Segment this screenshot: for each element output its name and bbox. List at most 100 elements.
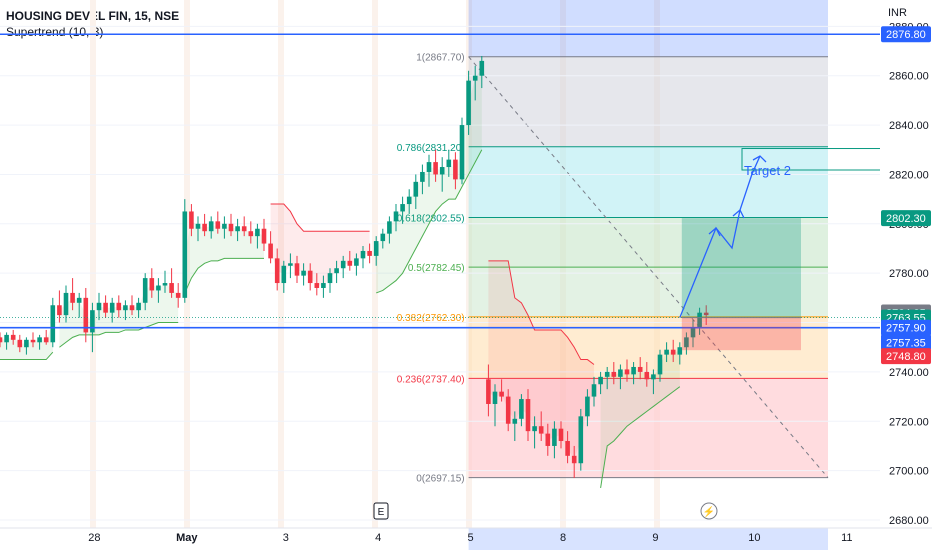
indicator-label[interactable]: Supertrend (10, 3) <box>6 25 104 39</box>
candle-body <box>4 334 9 343</box>
candle-body <box>175 292 181 298</box>
candle-body <box>519 399 524 419</box>
candle-body <box>538 426 544 434</box>
position-loss-zone[interactable] <box>681 317 801 351</box>
price-badge-value: 2757.35 <box>886 337 926 349</box>
candle-body <box>354 258 359 266</box>
candle-body <box>571 455 577 464</box>
supertrend-line <box>488 260 595 365</box>
candle-body <box>90 310 95 333</box>
supertrend-line <box>184 257 264 294</box>
price-badge-value: 2748.80 <box>886 351 926 363</box>
time-tick-label: 5 <box>468 532 474 544</box>
time-tick-label: May <box>176 532 198 544</box>
candle-body <box>50 305 56 343</box>
candle-body <box>228 223 234 232</box>
session-break-band <box>278 0 284 528</box>
candle-body <box>0 337 3 343</box>
price-badge-value: 2757.90 <box>886 323 926 335</box>
supertrend-fill <box>0 323 53 360</box>
candle-body <box>288 263 293 266</box>
fib-level-label: 0.618(2802.55) <box>397 214 465 225</box>
candle-body <box>420 171 425 182</box>
candle-body <box>598 376 603 385</box>
candle-body <box>327 273 333 284</box>
candlestick-series <box>0 55 709 479</box>
fib-level-label: 0(2697.15) <box>416 474 464 485</box>
candle-body <box>380 233 386 242</box>
candle-body <box>76 297 82 303</box>
candle-body <box>499 391 504 397</box>
candle-body <box>281 265 287 284</box>
fib-level-label: 0.786(2831.20) <box>397 143 465 154</box>
session-break-band <box>90 0 96 528</box>
candle-body <box>373 241 379 256</box>
fib-level-label: 0.382(2762.30) <box>397 313 465 324</box>
supertrend-line <box>270 203 370 232</box>
candle-body <box>453 159 458 180</box>
candle-body <box>367 250 372 256</box>
price-tick-label: 2740.00 <box>889 367 929 379</box>
candle-body <box>400 204 405 212</box>
candle-body <box>202 223 207 232</box>
candle-body <box>684 337 689 348</box>
candle-body <box>57 305 62 316</box>
candle-body <box>585 396 590 417</box>
candle-body <box>10 334 16 340</box>
candle-body <box>96 302 102 311</box>
supertrend-line <box>376 149 483 294</box>
candle-body <box>604 371 610 377</box>
dividend-icon-label: ⚡ <box>703 505 715 518</box>
price-badge <box>881 26 931 43</box>
candle-body <box>472 75 478 81</box>
time-tick-label: 10 <box>748 532 760 544</box>
price-tick-label: 2780.00 <box>889 268 929 280</box>
candle-body <box>129 305 135 311</box>
fib-zone <box>468 217 828 268</box>
candle-body <box>347 260 353 266</box>
time-tick-label: 3 <box>283 532 289 544</box>
fib-zone <box>468 146 828 218</box>
candle-body <box>162 283 168 286</box>
candle-body <box>545 433 551 446</box>
projection-path[interactable] <box>679 155 761 318</box>
price-tick-label: 2680.00 <box>889 515 929 527</box>
projection-arrowhead <box>732 208 745 219</box>
candle-body <box>393 211 399 222</box>
supertrend-line <box>600 386 681 488</box>
target-annotation[interactable]: Target 2 <box>744 163 791 178</box>
price-tick-label: 2820.00 <box>889 169 929 181</box>
earnings-icon[interactable] <box>373 502 389 520</box>
candle-body <box>512 418 518 424</box>
price-badge-value: 2876.80 <box>886 29 926 41</box>
position-profit-zone[interactable] <box>681 218 801 318</box>
currency-label: INR <box>888 7 907 19</box>
horizontal-lines <box>0 33 880 329</box>
candle-body <box>631 366 636 375</box>
candle-body <box>182 211 188 298</box>
candle-body <box>565 441 570 456</box>
candle-body <box>189 211 194 229</box>
fib-zone <box>468 56 828 147</box>
dividend-icon[interactable] <box>700 502 718 520</box>
candle-body <box>426 162 432 172</box>
supertrend-fill <box>184 220 264 293</box>
earnings-icon-label: E <box>378 507 385 518</box>
candle-body <box>321 283 326 288</box>
time-tick-label: 11 <box>841 532 852 544</box>
candle-body <box>479 60 485 76</box>
candle-body <box>525 399 531 432</box>
candle-body <box>123 305 128 311</box>
candle-body <box>644 371 650 380</box>
candle-body <box>703 312 709 316</box>
candle-body <box>301 270 306 276</box>
candle-body <box>334 268 339 274</box>
candle-body <box>492 391 498 404</box>
price-badge <box>881 348 931 365</box>
candle-body <box>136 302 141 311</box>
candle-body <box>255 228 260 237</box>
time-tick-label: 9 <box>652 532 658 544</box>
candle-body <box>37 337 42 343</box>
candle-body <box>314 283 320 288</box>
